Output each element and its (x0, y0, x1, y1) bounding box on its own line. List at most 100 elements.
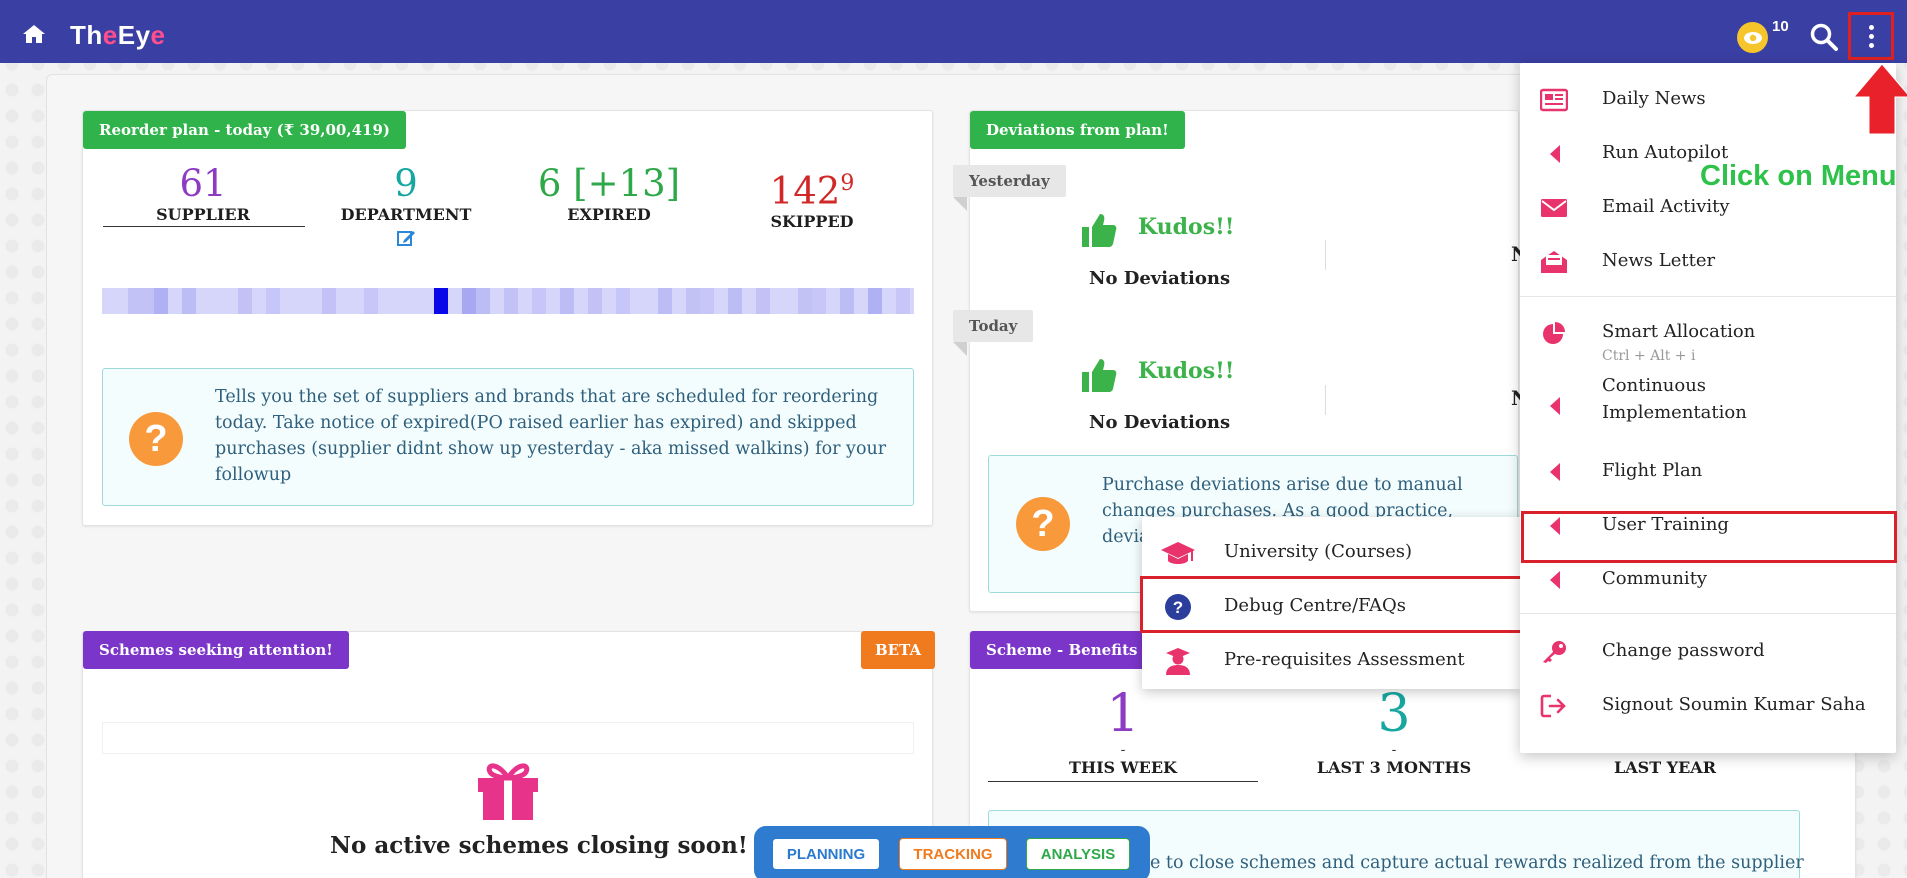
heatmap-cell[interactable] (714, 288, 728, 314)
heatmap-cell[interactable] (420, 288, 434, 314)
no-deviations-text: No Deviations (1089, 412, 1231, 433)
heatmap-cell[interactable] (434, 288, 448, 314)
heatmap-cell[interactable] (406, 288, 420, 314)
heatmap-cell[interactable] (378, 288, 392, 314)
heatmap-cell[interactable] (630, 288, 644, 314)
search-icon[interactable] (1809, 22, 1839, 52)
heatmap-cell[interactable] (280, 288, 294, 314)
submenu-item-debug-centre[interactable]: ? Debug Centre/FAQs (1142, 579, 1522, 633)
no-schemes-text: No active schemes closing soon! (330, 832, 748, 859)
heatmap-cell[interactable] (196, 288, 210, 314)
analysis-button[interactable]: ANALYSIS (1026, 838, 1130, 870)
heatmap-cell[interactable] (896, 288, 910, 314)
menu-separator (1520, 613, 1896, 614)
menu-item-user-training[interactable]: User Training (1520, 499, 1896, 553)
period-last-3-months[interactable]: 3 - LAST 3 MONTHS (1259, 686, 1529, 777)
coin-icon[interactable] (1737, 22, 1768, 53)
submenu-item-prerequisites[interactable]: Pre-requisites Assessment (1142, 633, 1522, 687)
heatmap-cell[interactable] (700, 288, 714, 314)
menu-item-community[interactable]: Community (1520, 553, 1896, 607)
menu-item-run-autopilot[interactable]: Run Autopilot (1520, 127, 1896, 181)
heatmap-cell[interactable] (322, 288, 336, 314)
heatmap-cell[interactable] (658, 288, 672, 314)
graduation-cap-icon (1161, 542, 1195, 564)
heatmap-cell[interactable] (294, 288, 308, 314)
menu-item-flight-plan[interactable]: Flight Plan (1520, 445, 1896, 499)
heatmap-cell[interactable] (490, 288, 504, 314)
heatmap-cell[interactable] (266, 288, 280, 314)
heatmap-cell[interactable] (364, 288, 378, 314)
stat-label: SUPPLIER (156, 205, 250, 224)
heatmap-cell[interactable] (154, 288, 168, 314)
heatmap-cell[interactable] (560, 288, 574, 314)
heatmap-cell[interactable] (910, 288, 914, 314)
heatmap-cell[interactable] (812, 288, 826, 314)
app-logo[interactable]: TheEye (70, 20, 166, 51)
heatmap-cell[interactable] (504, 288, 518, 314)
period-this-week[interactable]: 1 - THIS WEEK (988, 686, 1258, 782)
heatmap-cell[interactable] (252, 288, 266, 314)
heatmap-cell[interactable] (742, 288, 756, 314)
heatmap-cell[interactable] (546, 288, 560, 314)
heatmap-cell[interactable] (128, 288, 154, 314)
stat-department[interactable]: 9 DEPARTMENT (306, 164, 506, 252)
heatmap-cell[interactable] (448, 288, 462, 314)
menu-item-shortcut: Ctrl + Alt + i (1602, 348, 1696, 364)
heatmap-cell[interactable] (826, 288, 840, 314)
heatmap-cell[interactable] (336, 288, 350, 314)
menu-item-continuous-implementation[interactable]: Continuous Implementation (1520, 369, 1896, 439)
schemes-placeholder-bar (102, 722, 914, 754)
heatmap-cell[interactable] (854, 288, 868, 314)
menu-item-email-activity[interactable]: Email Activity (1520, 181, 1896, 235)
heatmap-cell[interactable] (672, 288, 686, 314)
heatmap-cell[interactable] (798, 288, 812, 314)
logo-part: e (150, 20, 166, 50)
heatmap-cell[interactable] (868, 288, 882, 314)
planning-button[interactable]: PLANNING (772, 838, 880, 870)
heatmap-cell[interactable] (532, 288, 546, 314)
home-icon[interactable] (22, 24, 46, 44)
heatmap-cell[interactable] (588, 288, 602, 314)
menu-item-daily-news[interactable]: Daily News (1520, 73, 1896, 127)
stat-skipped[interactable]: 1429 SKIPPED (712, 164, 912, 232)
heatmap-cell[interactable] (238, 288, 252, 314)
heatmap-cell[interactable] (616, 288, 630, 314)
heatmap-cell[interactable] (574, 288, 588, 314)
heatmap-cell[interactable] (686, 288, 700, 314)
heatmap-cell[interactable] (210, 288, 224, 314)
heatmap-cell[interactable] (840, 288, 854, 314)
menu-item-label: Smart Allocation (1602, 321, 1756, 342)
heatmap-cell[interactable] (770, 288, 784, 314)
edit-icon[interactable] (396, 228, 416, 248)
heatmap-cell[interactable] (350, 288, 364, 314)
supplier-heatmap-strip[interactable] (102, 288, 914, 314)
heatmap-cell[interactable] (392, 288, 406, 314)
menu-item-label: Daily News (1602, 88, 1706, 109)
menu-button[interactable] (1848, 12, 1894, 60)
heatmap-cell[interactable] (462, 288, 476, 314)
tracking-button[interactable]: TRACKING (899, 838, 1007, 870)
menu-item-smart-allocation[interactable]: Smart Allocation Ctrl + Alt + i (1520, 306, 1896, 364)
menu-item-signout[interactable]: Signout Soumin Kumar Saha (1520, 679, 1896, 733)
heatmap-cell[interactable] (102, 288, 128, 314)
heatmap-cell[interactable] (168, 288, 182, 314)
heatmap-cell[interactable] (728, 288, 742, 314)
heatmap-cell[interactable] (476, 288, 490, 314)
heatmap-cell[interactable] (224, 288, 238, 314)
submenu-item-university[interactable]: University (Courses) (1142, 525, 1522, 579)
heatmap-cell[interactable] (182, 288, 196, 314)
menu-item-change-password[interactable]: Change password (1520, 625, 1896, 679)
heatmap-cell[interactable] (308, 288, 322, 314)
heatmap-cell[interactable] (784, 288, 798, 314)
heatmap-cell[interactable] (518, 288, 532, 314)
stat-supplier[interactable]: 61 SUPPLIER (103, 164, 305, 227)
heatmap-cell[interactable] (882, 288, 896, 314)
heatmap-cell[interactable] (644, 288, 658, 314)
stat-expired[interactable]: 6 [+13] EXPIRED (509, 164, 709, 225)
caret-left-icon (1540, 394, 1568, 418)
heatmap-cell[interactable] (602, 288, 616, 314)
menu-item-news-letter[interactable]: News Letter (1520, 235, 1896, 289)
beta-badge: BETA (861, 631, 936, 669)
yesterday-tag: Yesterday (953, 165, 1066, 211)
heatmap-cell[interactable] (756, 288, 770, 314)
